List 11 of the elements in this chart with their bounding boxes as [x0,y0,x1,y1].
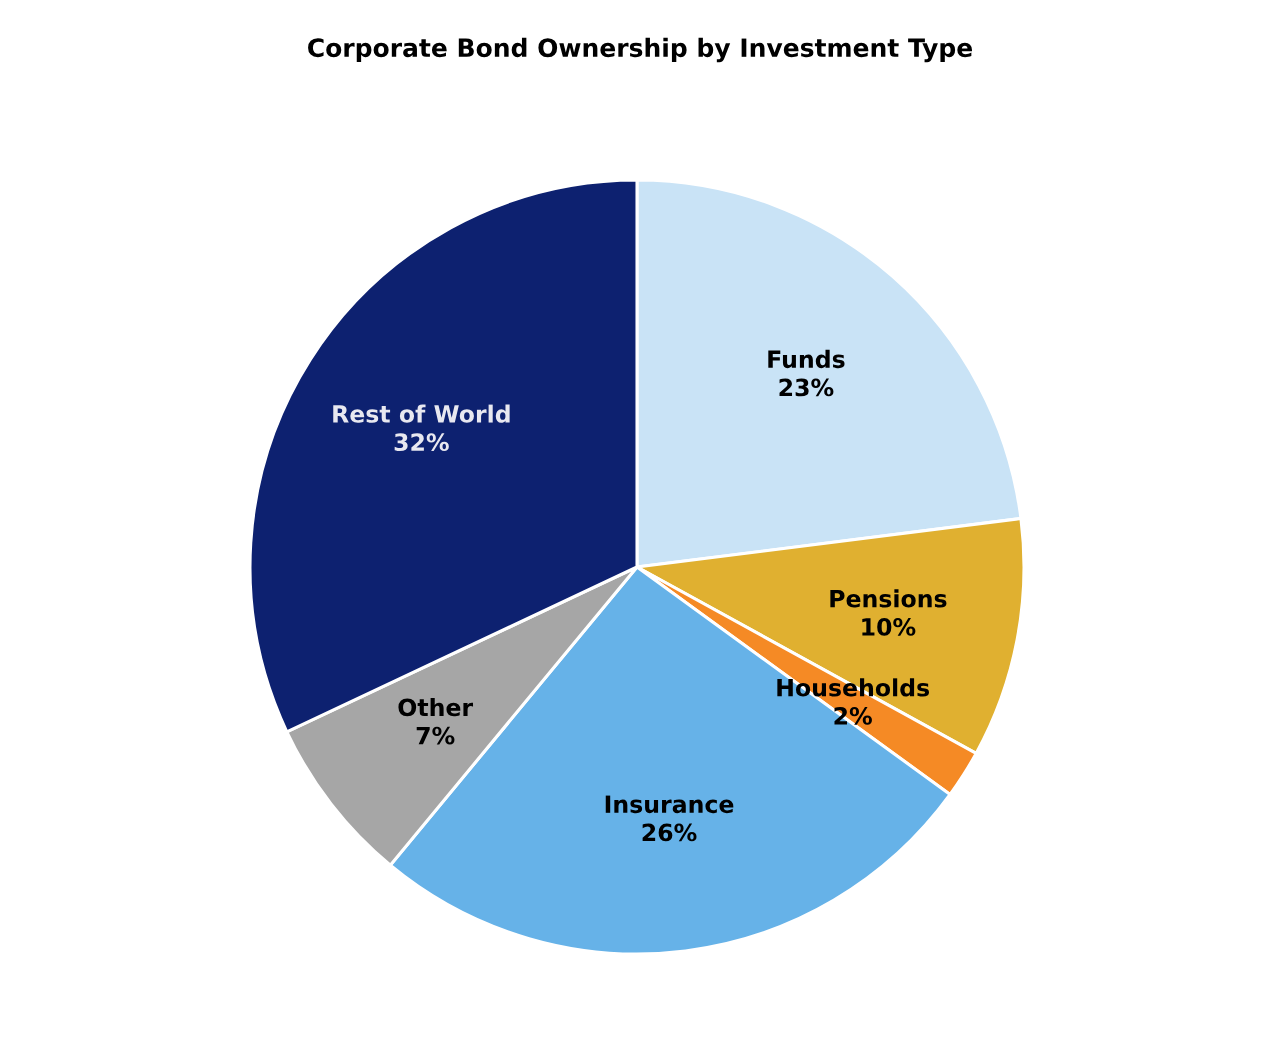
data-label: 32% [394,433,449,452]
slice-label: Funds [768,349,845,369]
slice-label: Other [398,698,474,717]
slice-label: Rest of World [333,404,510,423]
data-label: 10% [862,617,916,636]
data-label: 23% [779,378,834,397]
chart-title: Corporate Bond Ownership by Investment Type [308,37,972,63]
slice-label: Insurance [605,795,734,814]
data-label: 7% [416,726,455,745]
slice-label: Pensions [830,589,947,608]
data-label: 26% [642,823,697,842]
